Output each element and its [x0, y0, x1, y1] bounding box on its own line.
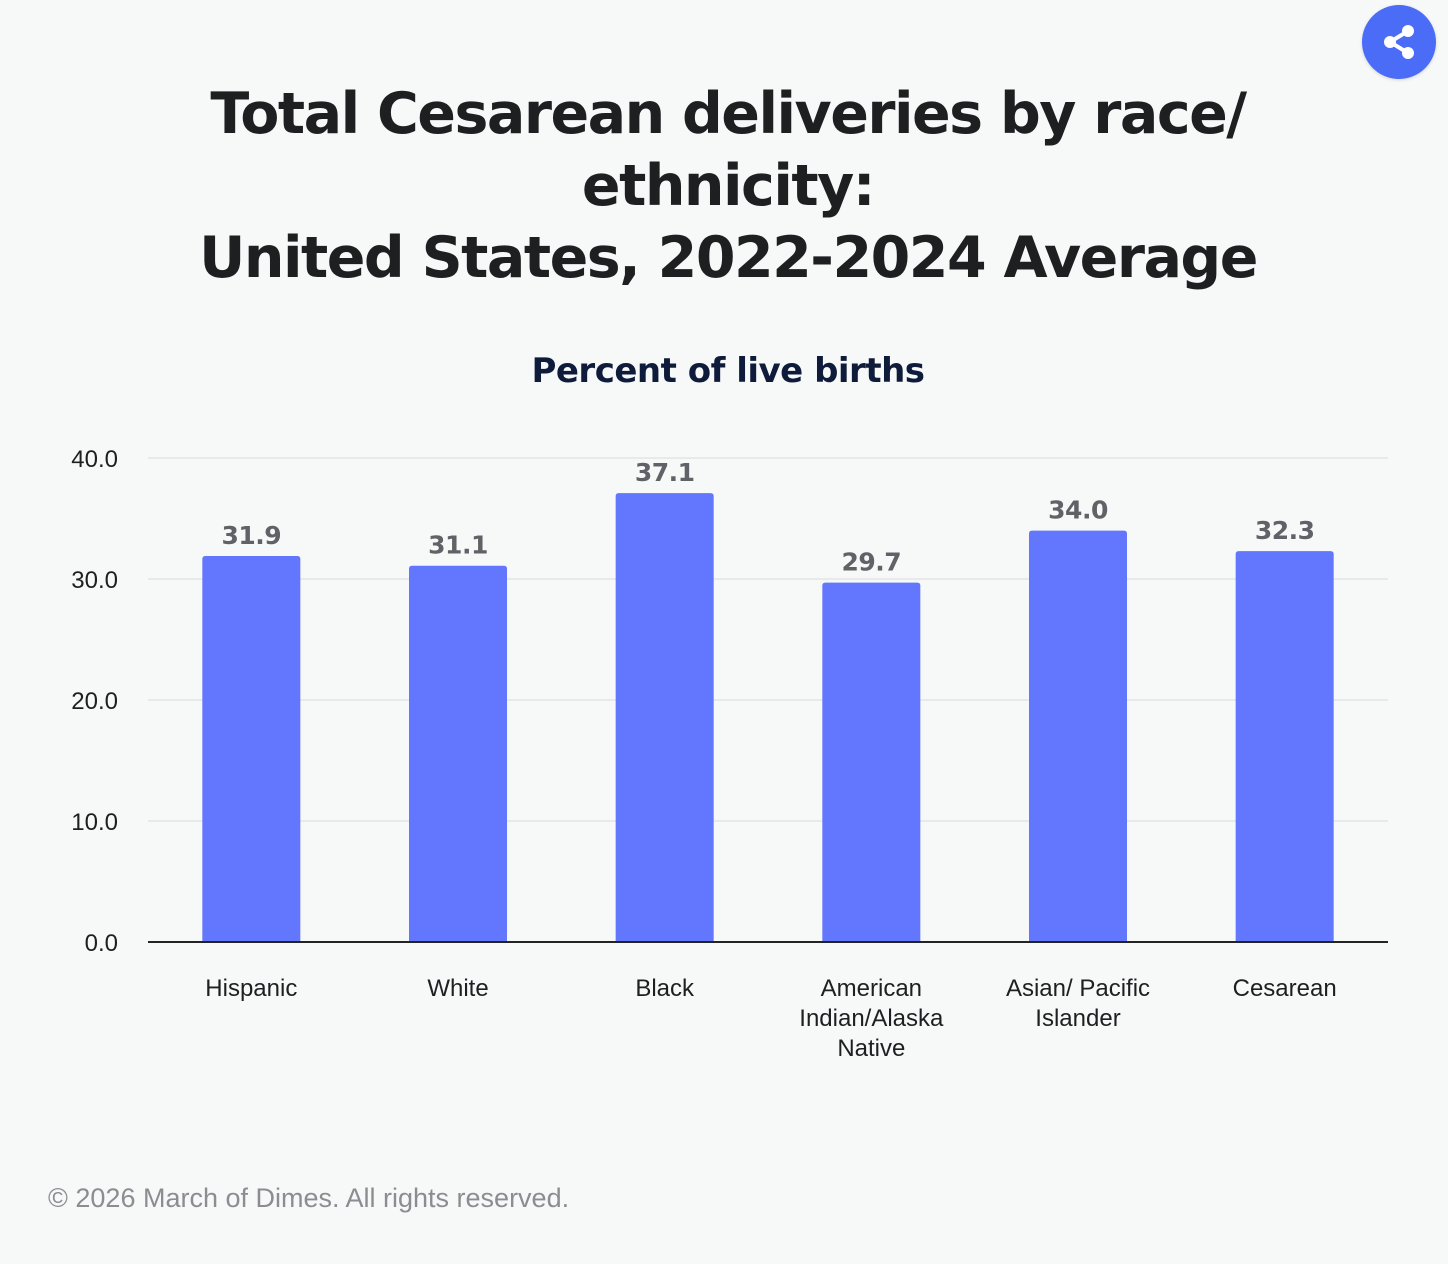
bar-value-label: 31.9 — [221, 521, 281, 550]
footer-copyright: © 2026 March of Dimes. All rights reserv… — [48, 1183, 570, 1213]
y-tick-label: 30.0 — [71, 567, 118, 594]
bar-chart: 0.0 10.0 20.0 30.0 40.0 31.9 Hispanic 31.1 White… — [71, 446, 1388, 1062]
x-tick-label: Black — [635, 975, 695, 1002]
share-button[interactable] — [1362, 5, 1436, 79]
chart-subtitle: Percent of live births — [531, 351, 925, 391]
chart-title-line: ethnicity: — [581, 153, 876, 219]
bar-value-label: 31.1 — [428, 531, 488, 560]
bar — [615, 493, 714, 942]
x-tick-label: Hispanic — [205, 975, 297, 1002]
bar-value-label: 37.1 — [635, 458, 695, 487]
x-tick-label: White — [427, 975, 488, 1002]
chart-title-line: United States, 2022-2024 Average — [199, 225, 1258, 291]
x-tick-label: American — [821, 975, 922, 1002]
bar-value-label: 29.7 — [841, 548, 901, 577]
y-tick-label: 40.0 — [71, 446, 118, 473]
y-tick-label: 10.0 — [71, 809, 118, 836]
x-tick-label: Cesarean — [1233, 975, 1337, 1002]
x-tick-label: Native — [837, 1035, 905, 1062]
bar-value-label: 34.0 — [1048, 496, 1108, 525]
share-icon — [1384, 25, 1414, 59]
y-tick-label: 20.0 — [71, 688, 118, 715]
bar — [822, 582, 921, 942]
bar-value-label: 32.3 — [1255, 516, 1315, 545]
x-tick-label: Islander — [1035, 1005, 1120, 1032]
bar — [1029, 530, 1127, 942]
bar — [202, 556, 301, 942]
x-tick-label: Indian/Alaska — [799, 1005, 944, 1032]
y-tick-label: 0.0 — [85, 930, 118, 957]
bar — [1235, 551, 1334, 942]
chart-title: Total Cesarean deliveries by race/ ethni… — [0, 78, 1448, 294]
x-tick-label: Asian/ Pacific — [1006, 975, 1150, 1002]
bar — [409, 565, 507, 942]
chart-title-line: Total Cesarean deliveries by race/ — [210, 81, 1247, 147]
